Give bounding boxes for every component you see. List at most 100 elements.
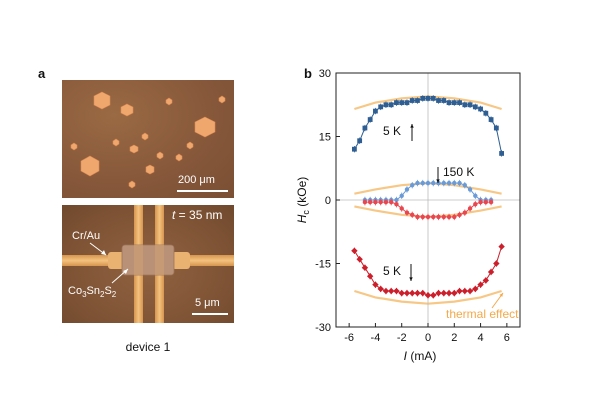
series-red_5K [351,243,505,299]
data-point [498,243,505,250]
data-point [451,100,457,106]
y-tick-label: -30 [315,322,331,334]
data-point [457,180,462,186]
data-point [383,102,389,108]
thickness-label: t = 35 nm [172,208,223,222]
annotation-5k-top: 5 K [383,124,401,138]
data-point [430,292,437,299]
arrow-5k-top-head [410,124,414,128]
data-point [441,214,446,220]
data-point [446,180,452,186]
data-point [420,180,425,186]
data-point [436,180,441,186]
x-tick-label: -6 [344,332,354,344]
data-point [493,125,499,131]
data-point [410,212,415,218]
data-point [372,281,379,288]
data-point [452,214,457,220]
data-point [377,285,384,293]
data-point [478,199,483,205]
data-point [446,100,452,106]
data-point [357,138,363,144]
data-point [399,193,404,198]
arrow-150k-head [436,179,440,183]
data-point [452,180,457,186]
data-point [409,289,416,297]
data-point [483,110,489,116]
data-point [441,180,446,186]
data-point [404,187,410,192]
data-series [351,95,505,299]
data-point [462,210,467,215]
y-tick-label: 0 [325,195,331,207]
data-point [362,125,368,131]
data-point [415,180,420,186]
data-point [394,100,399,106]
data-point [466,287,474,295]
data-point [378,104,384,110]
x-tick-label: 4 [478,332,484,344]
x-tick-label: -4 [371,332,381,344]
hexagonal-crystals [70,91,228,192]
data-point [393,287,400,295]
data-point [367,199,373,205]
optical-micrograph-overview: 200 μm [62,80,234,198]
arrow-5k-bottom-head [409,277,413,281]
data-point [399,206,404,211]
data-point [446,214,452,220]
data-point [462,182,467,188]
data-point [415,214,420,220]
data-point [457,212,462,218]
series-blue_5K [352,95,504,157]
electrode-label: Cr/Au [72,230,101,242]
data-point [414,289,421,297]
data-point [425,180,431,186]
panel-label-b: b [304,66,312,81]
data-point [362,199,368,205]
scale-bar-label-top: 200 μm [178,174,215,186]
crystal-label: Co3Sn2S2 [68,285,117,300]
data-point [367,117,373,122]
data-point [373,108,378,114]
data-point [473,193,478,198]
figure-caption: device 1 [125,340,171,354]
data-point [499,151,504,156]
data-point [410,182,415,188]
arrow-thermal-effect-head [499,293,503,297]
data-point [456,287,463,295]
data-point [461,287,468,295]
y-tick-label: 30 [319,68,331,80]
data-point [441,98,447,103]
data-point [477,281,484,288]
data-point [351,247,358,254]
data-point [467,187,473,192]
x-axis-title: I (mA) [404,349,437,363]
data-point [482,277,490,284]
data-point [472,285,479,293]
data-point [462,102,468,108]
annotation-150k: 150 K [443,165,474,179]
x-tick-label: 6 [504,332,510,344]
data-point [431,214,436,220]
data-point [378,199,383,205]
x-tick-label: 2 [451,332,457,344]
data-point [352,146,357,152]
data-point [420,96,426,101]
data-point [467,102,473,108]
data-point [415,98,420,103]
data-point [493,260,500,267]
data-point [404,210,410,215]
optical-micrograph-device: t = 35 nm Cr/Au Co3Sn2S2 5 μm [62,205,234,323]
data-point [356,256,363,263]
scale-bar-label-bottom: 5 μm [195,297,220,309]
data-point [420,214,425,220]
data-point [430,96,436,101]
data-point [473,202,478,207]
series-red_150K [362,198,494,221]
data-point [478,106,483,112]
annotation-5k-bottom: 5 K [383,264,401,278]
device-electrodes [62,205,234,323]
data-point [483,199,489,205]
data-point [419,289,426,297]
